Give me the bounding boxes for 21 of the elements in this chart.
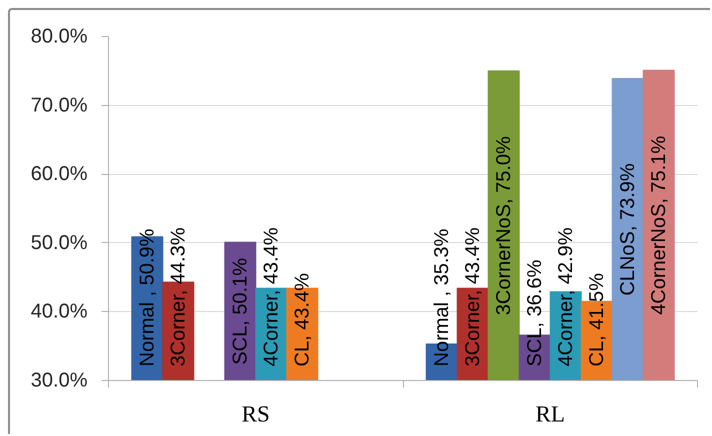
- data-label: SCL, 36.6%: [524, 260, 546, 366]
- x-tick-label: RL: [536, 402, 565, 426]
- data-label: CL, 41.5%: [586, 272, 608, 366]
- data-label: CLNoS, 73.9%: [616, 163, 639, 296]
- data-label: Normal , 50.9%: [136, 228, 158, 366]
- data-label: 4Corner, 42.9%: [554, 227, 577, 366]
- y-tick-label: 60.0%: [30, 163, 88, 186]
- data-label: 4CornerNoS, 75.1%: [648, 136, 670, 315]
- data-label: 3Corner, 43.4%: [462, 227, 484, 366]
- y-tick-label: 40.0%: [30, 300, 88, 323]
- data-label: 4Corner, 43.4%: [260, 227, 282, 366]
- data-label: SCL, 50.1%: [229, 258, 252, 365]
- y-tick-label: 70.0%: [30, 94, 88, 116]
- x-tick-label: RS: [242, 402, 270, 426]
- y-tick-label: 50.0%: [30, 232, 88, 254]
- data-label: CL, 43.4%: [291, 272, 314, 366]
- data-label: 3CornerNoS, 75.0%: [492, 136, 515, 316]
- y-tick-label: 30.0%: [30, 370, 88, 392]
- data-label: 3Corner, 44.3%: [167, 227, 190, 366]
- data-label: Normal , 35.3%: [430, 228, 453, 366]
- y-tick-label: 80.0%: [30, 26, 88, 48]
